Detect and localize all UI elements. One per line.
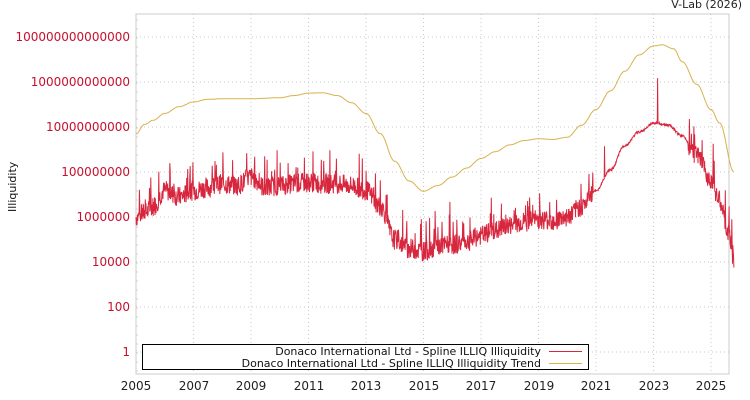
y-axis-label: Illiquidity [6, 161, 19, 212]
plot-area [135, 13, 730, 375]
gridlines [135, 14, 729, 374]
x-tick-label: 2009 [235, 379, 267, 393]
y-tick-label: 10000000000 [46, 120, 130, 134]
y-tick-label: 10000 [91, 255, 130, 269]
legend-item-trend: Donaco International Ltd - Spline ILLIQ … [241, 356, 582, 370]
legend-label: Donaco International Ltd - Spline ILLIQ … [241, 356, 541, 370]
x-tick-label: 2023 [638, 379, 670, 393]
illiquidity-series-line [135, 78, 735, 268]
y-tick-label: 1000000000000 [30, 75, 130, 89]
source-credit: V-Lab (2026) [671, 0, 742, 11]
x-tick-label: 2017 [465, 379, 497, 393]
chart-legend: Donaco International Ltd - Spline ILLIQ … [142, 344, 589, 370]
y-tick-label: 100 [107, 300, 130, 314]
legend-swatch-gold [549, 362, 582, 364]
axis-ticks [136, 19, 138, 372]
legend-label: Donaco International Ltd - Spline ILLIQ … [275, 344, 541, 358]
x-tick-label: 2015 [408, 379, 440, 393]
y-tick-label: 100000000 [61, 165, 130, 179]
y-tick-label: 100000000000000 [15, 30, 130, 44]
x-tick-label: 2019 [523, 379, 555, 393]
x-tick-label: 2007 [178, 379, 210, 393]
x-tick-label: 2025 [695, 379, 727, 393]
legend-item-illiquidity: Donaco International Ltd - Spline ILLIQ … [275, 344, 582, 358]
legend-swatch-red [549, 350, 582, 352]
x-tick-label: 2021 [580, 379, 612, 393]
x-tick-label: 2005 [120, 379, 152, 393]
y-tick-label: 1 [122, 345, 130, 359]
x-tick-label: 2011 [293, 379, 325, 393]
y-tick-label: 1000000 [76, 210, 130, 224]
trend-series-line [135, 44, 735, 192]
x-tick-label: 2013 [350, 379, 382, 393]
